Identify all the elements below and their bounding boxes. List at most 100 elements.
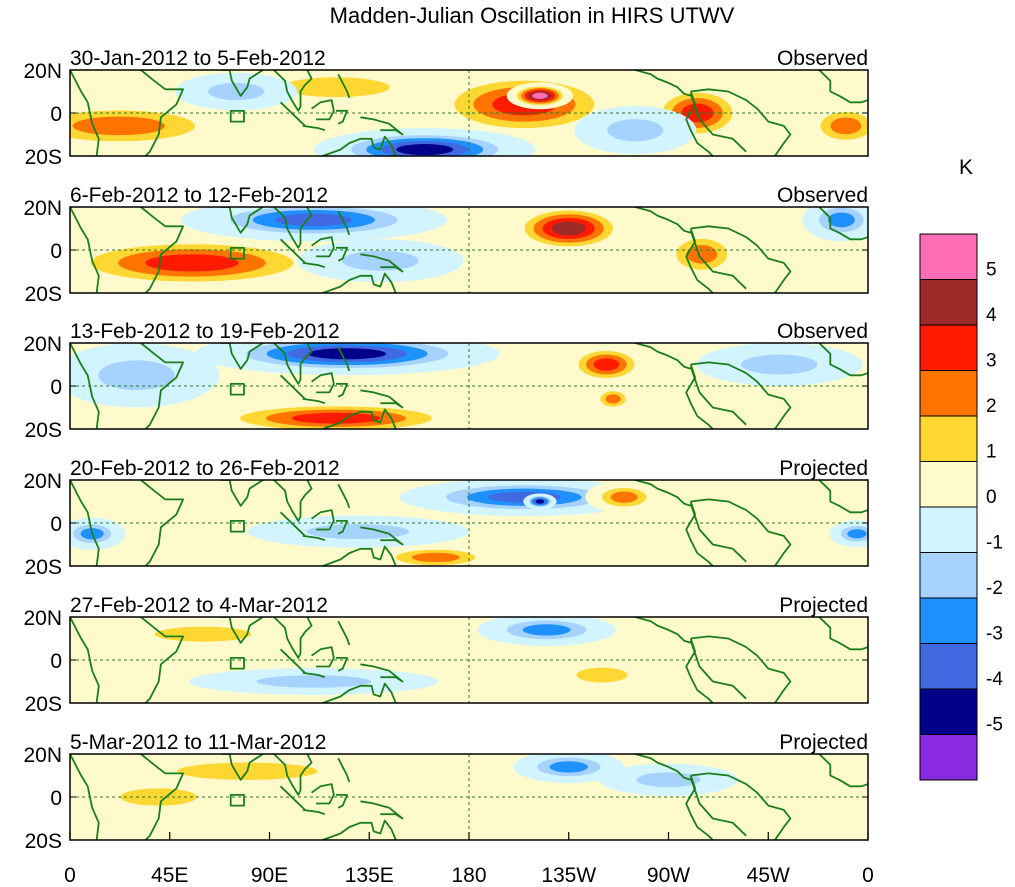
y-tick-label: 0 [50, 103, 62, 126]
coastline [279, 511, 306, 537]
island-outline [229, 246, 245, 260]
coastline [360, 800, 404, 820]
y-tick-label: 0 [50, 240, 62, 263]
colorbar-segment [919, 597, 978, 644]
coastline [337, 757, 351, 783]
coastline [690, 498, 792, 566]
chart-title: Madden-Julian Oscillation in HIRS UTWV [330, 3, 735, 28]
y-tick-label: 20S [25, 283, 62, 306]
y-tick-label: 20N [23, 60, 62, 83]
coastline [690, 225, 792, 293]
y-tick-label: 20N [23, 744, 62, 767]
panel-3: 13-Feb-2012 to 19-Feb-2012 Observed 20N 0 20… [23, 320, 869, 442]
coastline [302, 398, 326, 405]
colorbar-tick-label: -4 [986, 669, 1003, 690]
panel-6: 5-Mar-2012 to 11-Mar-2012 Projected 20N 0 20… [23, 731, 869, 853]
y-tick-label: 20S [25, 556, 62, 579]
coastline [360, 389, 404, 409]
coastline [818, 617, 868, 651]
x-tick-label: 45E [151, 864, 188, 887]
coastline [818, 754, 868, 788]
coastline [360, 116, 404, 136]
colorbar-tick-label: -5 [986, 715, 1003, 736]
coastline [140, 617, 184, 703]
x-tick-label: 135E [345, 864, 394, 887]
coastline [322, 682, 397, 703]
coastline [818, 70, 868, 104]
coastline [690, 88, 792, 156]
anomaly-field [70, 480, 868, 566]
anomaly-contour [98, 360, 175, 391]
coastline [818, 343, 868, 377]
coastline [220, 207, 264, 234]
anomaly-contour [551, 221, 586, 236]
anomaly-field [70, 70, 868, 156]
coastline [635, 207, 691, 234]
y-tick-label: 20N [23, 607, 62, 630]
colorbar-segment [919, 415, 978, 462]
x-tick-label: 90W [647, 864, 690, 887]
coastline-group [70, 70, 868, 156]
anomaly-contour [827, 212, 855, 228]
panel-status: Projected [779, 457, 868, 480]
coastline [635, 754, 691, 781]
coastline [337, 346, 351, 372]
coastline [322, 272, 397, 293]
colorbar-segment [919, 734, 978, 781]
anomaly-contour [72, 116, 165, 136]
panel-status: Observed [777, 320, 868, 343]
coastline [689, 366, 747, 426]
x-tick-label: 180 [451, 864, 486, 887]
coastline [311, 509, 335, 531]
coastline [302, 262, 326, 269]
colorbar-tick-label: -1 [986, 533, 1003, 554]
coastline-group [70, 754, 868, 840]
coastline [220, 480, 264, 507]
coastline [690, 635, 792, 703]
coastline [635, 480, 691, 507]
island-outline [229, 109, 245, 123]
y-tick-label: 0 [50, 513, 62, 536]
coastline [322, 545, 397, 566]
y-tick-label: 0 [50, 787, 62, 810]
coastline [140, 480, 184, 566]
anomaly-contour [741, 354, 818, 375]
colorbar-segment [919, 552, 978, 599]
anomaly-contour [607, 119, 664, 142]
colorbar-segment [919, 461, 978, 508]
anomaly-contour [605, 394, 621, 404]
panel-status: Projected [779, 594, 868, 617]
coastline [140, 754, 184, 840]
coastline [360, 526, 404, 546]
anomaly-contour [593, 358, 620, 371]
x-tick-label: 0 [862, 864, 874, 887]
coastline [302, 125, 326, 132]
coastline [273, 617, 313, 659]
coastline [279, 648, 306, 674]
anomaly-contour [830, 117, 862, 135]
coastline [322, 819, 397, 840]
colorbar-tick-label: 2 [986, 396, 997, 417]
coastline [273, 480, 313, 522]
x-axis: 0 45E 90E 135E 180 135W 90W 45W 0 [64, 832, 874, 887]
coastline [689, 777, 747, 837]
coastline [140, 207, 184, 293]
anomaly-field [75, 754, 738, 816]
anomaly-contour [396, 144, 454, 156]
coastline [337, 210, 351, 236]
anomaly-contour [256, 675, 372, 688]
panel-period: 30-Jan-2012 to 5-Feb-2012 [70, 47, 326, 70]
coastline [635, 343, 691, 370]
panel-4: 20-Feb-2012 to 26-Feb-2012 Projected 20N 0 2… [23, 457, 869, 579]
coastline-group [70, 207, 868, 293]
coastline [273, 70, 313, 112]
anomaly-contour [208, 82, 265, 101]
coastline [279, 785, 306, 811]
colorbar-tick-label: 0 [986, 487, 997, 508]
coastline [279, 101, 306, 127]
colorbar-segment [919, 370, 978, 417]
anomaly-contour [636, 772, 701, 788]
coastline [140, 70, 184, 156]
panel-period: 5-Mar-2012 to 11-Mar-2012 [70, 731, 326, 754]
